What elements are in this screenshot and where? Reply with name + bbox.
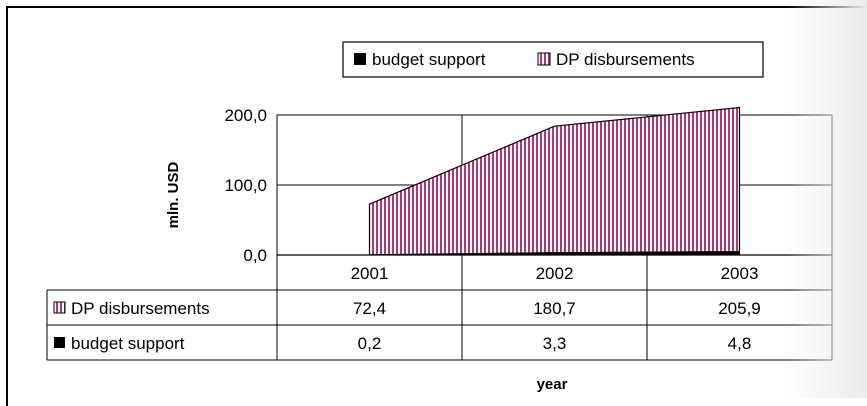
point-dp-2002 xyxy=(554,125,555,127)
chart-frame xyxy=(6,6,867,406)
point-budget-2002 xyxy=(554,252,555,254)
x-axis-title: year xyxy=(537,376,568,393)
point-dp-2001 xyxy=(369,203,370,205)
data-table: 2001 2002 2003 DP disbursements 72,4 180,7 205… xyxy=(46,254,833,361)
area-dp-disbursements xyxy=(368,106,741,256)
legend-label-budget-support: budget support xyxy=(372,50,486,69)
x-tick-label: 2002 xyxy=(536,264,574,283)
y-axis-title: mln. USD xyxy=(165,162,182,229)
table-cell-dp-disbursements: 72,4 xyxy=(353,299,386,318)
y-tick-label: 200,0 xyxy=(224,106,267,125)
table-cell-budget-support: 3,3 xyxy=(543,334,567,353)
point-budget-2003 xyxy=(739,251,740,253)
legend: budget support DP disbursements xyxy=(342,41,764,78)
legend-swatch-dp-disbursements xyxy=(537,52,551,66)
x-tick-label: 2003 xyxy=(721,264,759,283)
table-swatch-budget-support xyxy=(54,337,65,348)
y-tick-labels: 0,0 100,0 200,0 xyxy=(224,106,267,265)
point-dp-2003 xyxy=(739,107,740,109)
x-tick-label: 2001 xyxy=(351,264,389,283)
y-tick-label: 100,0 xyxy=(224,176,267,195)
table-row-label-budget-support: budget support xyxy=(71,334,185,353)
table-cell-budget-support: 4,8 xyxy=(728,334,752,353)
areas xyxy=(368,106,741,256)
legend-box xyxy=(342,41,764,78)
table-cell-budget-support: 0,2 xyxy=(358,334,382,353)
table-swatch-dp-disbursements xyxy=(53,301,66,314)
plot-area xyxy=(276,106,833,256)
table-cell-dp-disbursements: 180,7 xyxy=(533,299,576,318)
y-tick-label: 0,0 xyxy=(243,246,267,265)
table-cell-dp-disbursements: 205,9 xyxy=(718,299,761,318)
legend-label-dp-disbursements: DP disbursements xyxy=(556,50,695,69)
legend-swatch-budget-support xyxy=(354,53,366,65)
table-row-label-dp-disbursements: DP disbursements xyxy=(71,299,210,318)
